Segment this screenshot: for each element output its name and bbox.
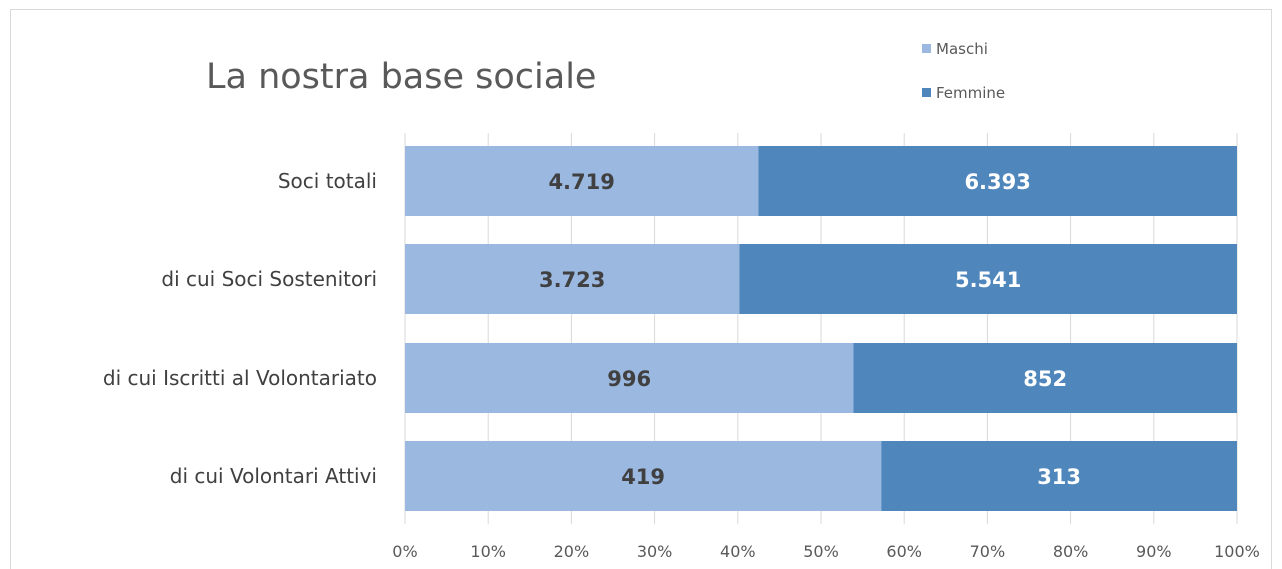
x-tick-label: 0% — [392, 542, 417, 561]
x-tick-label: 80% — [1053, 542, 1089, 561]
bar-femmine — [739, 244, 1237, 314]
data-label-femmine: 6.393 — [964, 170, 1030, 194]
legend-label-maschi: Maschi — [936, 40, 988, 58]
category-label: Soci totali — [278, 169, 377, 193]
bar-maschi — [405, 343, 854, 413]
bar-maschi — [405, 146, 759, 216]
bar-femmine — [881, 441, 1237, 511]
data-label-maschi: 996 — [607, 367, 651, 391]
x-tick-label: 20% — [554, 542, 590, 561]
bars: 4.719 6.393 3.723 5.541 996 852 419 313 — [405, 146, 1237, 511]
legend: Maschi Femmine — [922, 40, 1005, 102]
x-tick-labels: 0% 10% 20% 30% 40% 50% 60% 70% 80% 90% 100% — [392, 542, 1260, 561]
legend-label-femmine: Femmine — [936, 84, 1005, 102]
x-tick-label: 10% — [470, 542, 506, 561]
x-tick-label: 40% — [720, 542, 756, 561]
category-label: di cui Soci Sostenitori — [161, 267, 377, 291]
bar-maschi — [405, 244, 740, 314]
data-label-maschi: 419 — [621, 465, 665, 489]
data-label-maschi: 4.719 — [548, 170, 614, 194]
x-tick-label: 70% — [970, 542, 1006, 561]
chart-title: La nostra base sociale — [206, 57, 596, 97]
category-label: di cui Iscritti al Volontariato — [103, 366, 377, 390]
data-label-maschi: 3.723 — [539, 268, 605, 292]
legend-swatch-femmine — [922, 88, 931, 97]
x-tick-label: 50% — [803, 542, 839, 561]
data-label-femmine: 313 — [1037, 465, 1081, 489]
category-labels: Soci totali di cui Soci Sostenitori di cui… — [103, 169, 377, 488]
legend-swatch-maschi — [922, 44, 931, 53]
x-tick-label: 60% — [886, 542, 922, 561]
bar-femmine — [853, 343, 1237, 413]
bar-maschi — [405, 441, 882, 511]
x-tick-label: 90% — [1136, 542, 1172, 561]
bar-femmine — [758, 146, 1237, 216]
category-label: di cui Volontari Attivi — [170, 464, 377, 488]
x-tick-label: 100% — [1214, 542, 1260, 561]
data-label-femmine: 5.541 — [955, 268, 1021, 292]
x-tick-label: 30% — [637, 542, 673, 561]
data-label-femmine: 852 — [1023, 367, 1067, 391]
